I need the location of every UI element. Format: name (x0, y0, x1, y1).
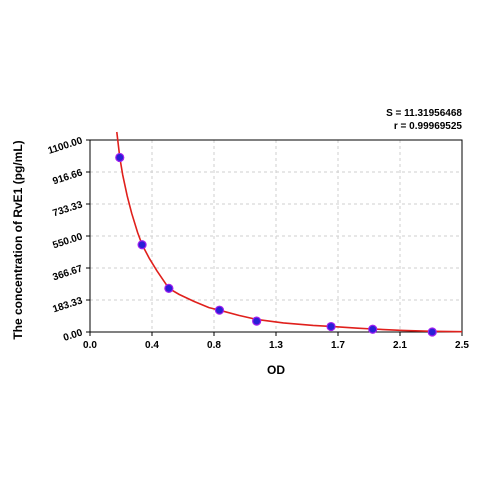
y-tick-label: 366.67 (51, 263, 84, 283)
x-tick-label: 0.0 (83, 340, 97, 351)
data-point (368, 324, 378, 334)
data-point (252, 316, 262, 326)
y-tick-label: 1100.00 (47, 135, 85, 157)
data-point (164, 283, 174, 293)
y-tick-label: 183.33 (51, 295, 84, 315)
data-point (214, 305, 225, 315)
y-tick-label: 0.00 (62, 327, 84, 344)
curve-layer (116, 131, 463, 333)
data-point (326, 321, 336, 332)
x-tick-label: 0.8 (207, 340, 221, 351)
fit-curve (116, 131, 463, 333)
grid-layer (90, 140, 462, 332)
point-layer (115, 152, 437, 337)
x-tick-label: 0.4 (145, 340, 159, 351)
x-tick-label: 2.5 (455, 340, 469, 351)
x-axis-title: OD (267, 363, 285, 377)
data-point (137, 240, 147, 250)
data-point (427, 327, 437, 337)
data-point (115, 152, 125, 163)
s-statistic-label: S = 11.31956468 (386, 108, 462, 119)
y-axis-title: The concentration of RvE1 (pg/mL) (11, 140, 25, 339)
y-tick-label: 916.66 (51, 167, 84, 187)
x-tick-label: 2.1 (393, 340, 407, 351)
x-tick-label: 1.3 (269, 340, 283, 351)
r-statistic-label: r = 0.99969525 (393, 121, 462, 132)
x-tick-label: 1.7 (331, 340, 345, 351)
y-tick-label: 550.00 (51, 231, 84, 251)
y-tick-label: 733.33 (51, 199, 84, 219)
